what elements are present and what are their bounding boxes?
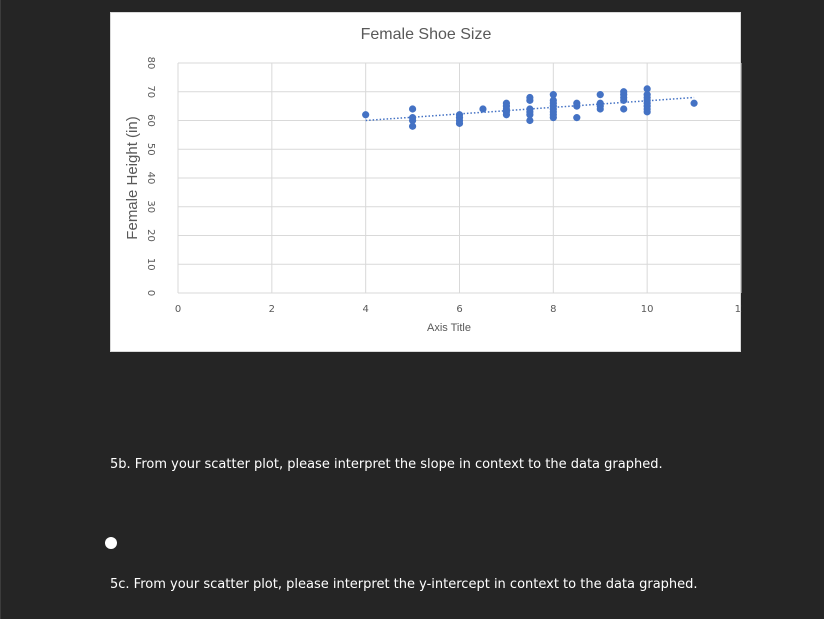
data-point — [502, 111, 511, 119]
data-point — [690, 99, 698, 107]
data-point — [479, 105, 487, 113]
y-tick-label: 10 — [145, 258, 156, 271]
data-point — [408, 105, 417, 113]
y-tick-label: 80 — [145, 57, 156, 70]
x-tick-label: 2 — [269, 304, 275, 315]
data-point — [549, 114, 557, 122]
y-axis-title: Female Height (in) — [124, 116, 141, 239]
data-point — [643, 85, 651, 93]
y-tick-label: 20 — [145, 229, 156, 242]
scatter-chart: 0 10 20 30 40 50 60 70 80 0 2 4 6 8 10 12 Female Shoe Si… — [110, 12, 742, 352]
question-5b: 5b. From your scatter plot, please inter… — [110, 457, 663, 472]
chart-title: Female Shoe Size — [361, 26, 492, 43]
window-edge — [0, 0, 1, 619]
x-tick-label: 10 — [641, 304, 654, 315]
y-tick-label: 0 — [145, 290, 156, 296]
data-point — [526, 111, 534, 119]
x-axis-title: Axis Title — [427, 322, 471, 334]
data-point — [362, 111, 370, 119]
bullet-dot — [105, 537, 117, 549]
y-tick-label: 30 — [145, 200, 156, 213]
data-point — [408, 122, 417, 130]
chart-canvas: 0 10 20 30 40 50 60 70 80 0 2 4 6 8 10 12 Female Shoe Si… — [124, 26, 742, 334]
data-point — [620, 105, 628, 113]
data-point — [643, 108, 651, 116]
y-tick-label: 40 — [145, 172, 156, 185]
data-point — [596, 105, 604, 113]
x-tick-label: 4 — [362, 304, 368, 315]
data-point — [455, 119, 464, 127]
y-tick-label: 70 — [145, 85, 156, 98]
data-point — [526, 116, 534, 125]
data-point — [573, 102, 581, 110]
data-point — [526, 96, 534, 104]
question-5c: 5c. From your scatter plot, please inter… — [110, 577, 698, 592]
y-tick-label: 50 — [145, 143, 156, 156]
data-point — [620, 96, 628, 104]
x-tick-label: 0 — [175, 304, 181, 315]
x-tick-label: 6 — [456, 304, 462, 315]
x-tick-label: 12 — [735, 304, 742, 315]
data-point — [408, 116, 417, 125]
x-tick-label: 8 — [550, 304, 556, 315]
data-point — [549, 91, 557, 99]
data-point — [596, 91, 604, 99]
y-tick-label: 60 — [145, 114, 156, 127]
data-point — [573, 114, 581, 122]
